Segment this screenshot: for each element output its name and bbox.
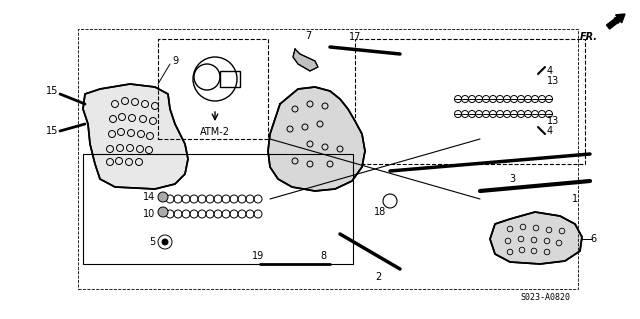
Text: 13: 13 [547,76,559,86]
FancyArrow shape [607,14,625,29]
Text: 9: 9 [172,56,178,66]
Text: 7: 7 [305,31,311,41]
Circle shape [162,239,168,245]
Text: 17: 17 [349,32,361,42]
Text: 18: 18 [374,207,386,217]
Text: 15: 15 [46,86,58,96]
Text: 4: 4 [547,126,553,136]
Text: 10: 10 [143,209,155,219]
Text: 14: 14 [143,192,155,202]
Text: 8: 8 [320,251,326,261]
Bar [158,39,268,139]
Text: 5: 5 [149,237,155,247]
Circle shape [158,192,168,202]
Text: 1: 1 [572,194,578,204]
Polygon shape [83,84,188,189]
Polygon shape [293,49,318,71]
Text: 3: 3 [509,174,515,184]
Text: 6: 6 [590,234,596,244]
Text: FR.: FR. [580,32,598,42]
Text: ATM-2: ATM-2 [200,127,230,137]
Bar [220,71,240,87]
Bar [83,154,353,264]
Text: 13: 13 [547,116,559,126]
Bar [355,39,585,164]
Circle shape [158,207,168,217]
Polygon shape [268,87,365,191]
Text: 4: 4 [547,66,553,76]
Text: S023-A0820: S023-A0820 [520,293,570,301]
Polygon shape [490,212,582,264]
Text: 2: 2 [375,272,381,282]
Text: 19: 19 [252,251,264,261]
Text: 15: 15 [46,126,58,136]
Bar [78,29,578,289]
